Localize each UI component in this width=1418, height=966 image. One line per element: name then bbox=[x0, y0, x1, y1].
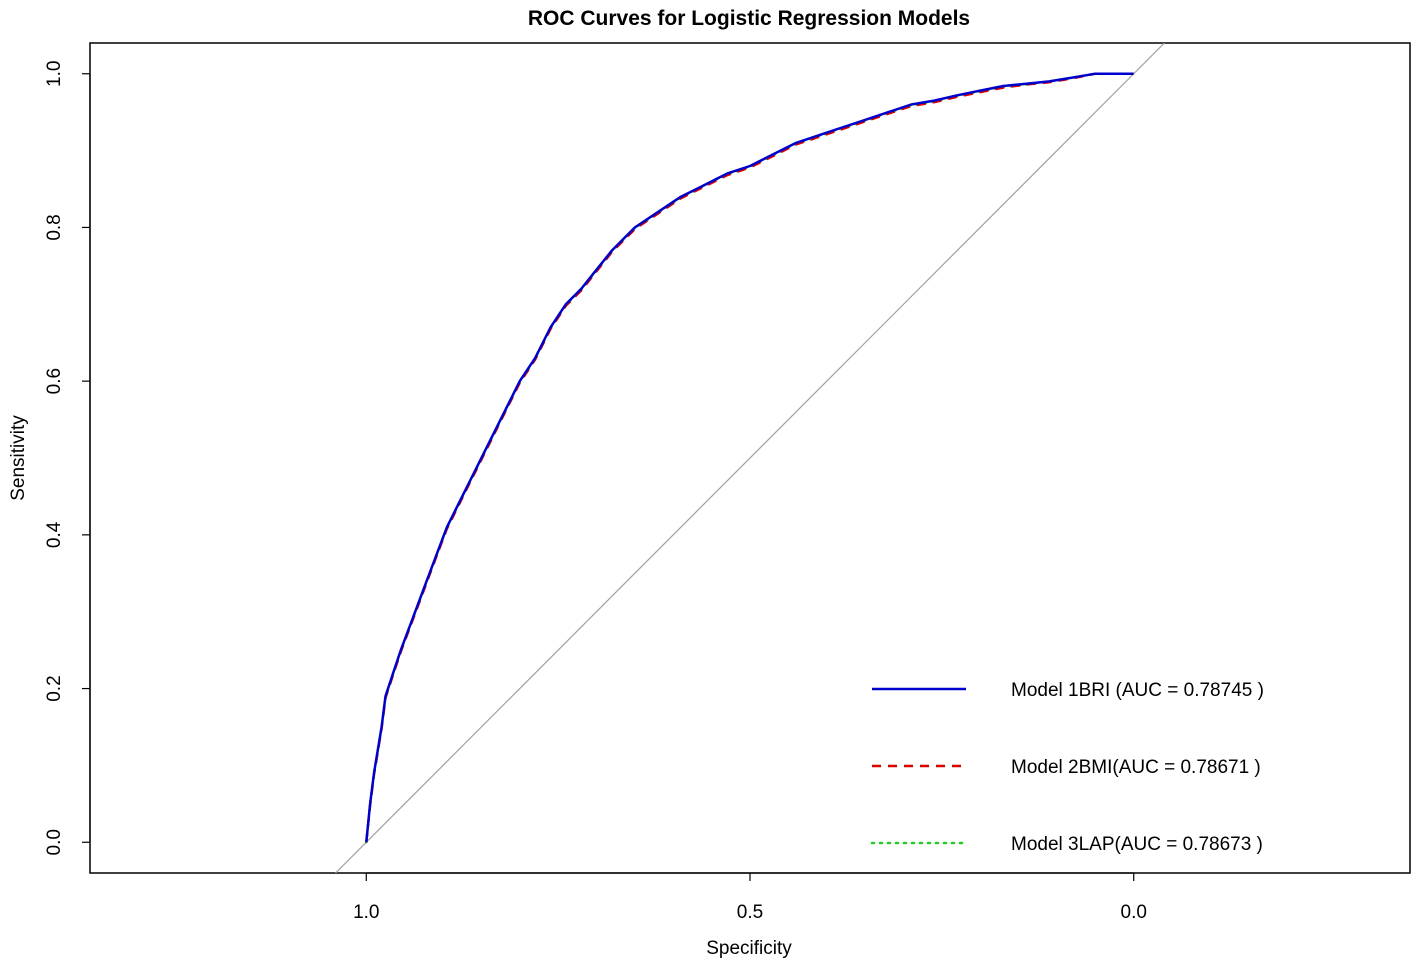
reference-diagonal bbox=[335, 43, 1165, 873]
series-layer bbox=[365, 72, 1135, 844]
y-tick-label: 0.2 bbox=[44, 675, 65, 701]
legend-label-3: Model 3LAP(AUC = 0.78673 ) bbox=[1011, 834, 1263, 855]
x-axis-label: Specificity bbox=[706, 938, 792, 959]
y-tick-label: 0.4 bbox=[44, 521, 65, 548]
legend-label-1: Model 1BRI (AUC = 0.78745 ) bbox=[1011, 680, 1264, 701]
y-tick-label: 0.6 bbox=[44, 368, 65, 394]
y-axis: 0.0 0.2 0.4 0.6 0.8 1.0 bbox=[44, 61, 91, 855]
legend-label-2: Model 2BMI(AUC = 0.78671 ) bbox=[1011, 757, 1261, 778]
x-tick-label: 0.5 bbox=[737, 902, 763, 923]
y-tick-label: 0.8 bbox=[44, 214, 65, 240]
chart-title: ROC Curves for Logistic Regression Model… bbox=[528, 7, 970, 30]
y-axis-label: Sensitivity bbox=[8, 415, 29, 501]
series-line-1 bbox=[365, 72, 1134, 843]
x-tick-label: 0.0 bbox=[1121, 902, 1147, 923]
y-tick-label: 1.0 bbox=[44, 61, 65, 87]
x-axis: 1.0 0.5 0.0 bbox=[353, 872, 1147, 923]
x-tick-label: 1.0 bbox=[353, 902, 379, 923]
y-tick-label: 0.0 bbox=[44, 829, 65, 855]
legend: Model 1BRI (AUC = 0.78745 ) Model 2BMI(AU… bbox=[870, 680, 1264, 855]
